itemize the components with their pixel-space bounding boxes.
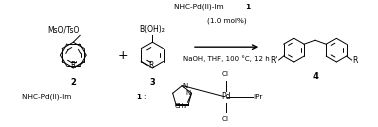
Text: NHC-Pd(II)-Im: NHC-Pd(II)-Im <box>175 3 226 10</box>
Text: N: N <box>186 90 191 96</box>
Text: Pd: Pd <box>221 92 230 101</box>
Text: 4: 4 <box>312 72 318 81</box>
Text: NaOH, THF, 100 °C, 12 h: NaOH, THF, 100 °C, 12 h <box>183 55 270 62</box>
Text: (1.0 mol%): (1.0 mol%) <box>207 18 246 24</box>
Text: 3: 3 <box>150 78 155 87</box>
Text: IPr: IPr <box>253 94 263 100</box>
Text: R: R <box>353 55 358 65</box>
Text: MsO/TsO: MsO/TsO <box>47 25 79 34</box>
Text: CH₃: CH₃ <box>174 103 186 109</box>
Text: R: R <box>148 61 153 70</box>
Text: NHC-Pd(II)-Im: NHC-Pd(II)-Im <box>22 93 73 100</box>
Text: R': R' <box>270 55 278 65</box>
Text: R': R' <box>70 61 77 70</box>
Text: B(OH)₂: B(OH)₂ <box>139 25 165 34</box>
Text: Cl: Cl <box>222 116 229 122</box>
Text: :: : <box>144 94 146 100</box>
Text: +: + <box>118 49 128 62</box>
Text: N: N <box>183 83 188 89</box>
Text: 2: 2 <box>70 78 76 87</box>
Text: 1: 1 <box>136 94 142 100</box>
Text: 1: 1 <box>245 4 251 10</box>
Text: Cl: Cl <box>222 71 229 77</box>
